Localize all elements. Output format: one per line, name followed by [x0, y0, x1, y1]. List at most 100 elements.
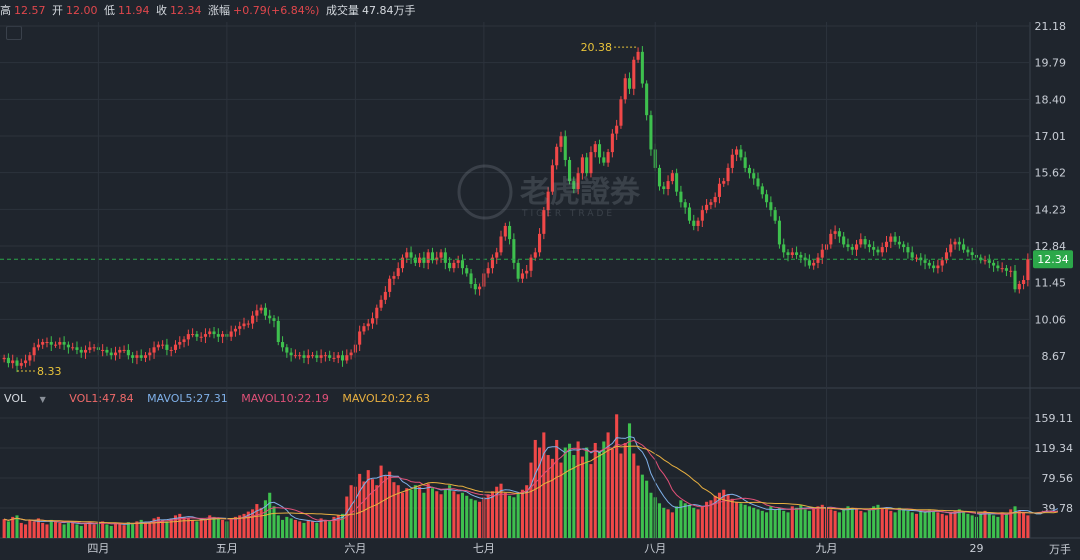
candle-body [388, 278, 392, 292]
candle-body [418, 257, 422, 263]
candle-body [165, 344, 169, 350]
candle-body [970, 252, 974, 255]
candle-body [992, 262, 996, 266]
candle-body [585, 157, 589, 174]
volume-bar [777, 507, 781, 538]
volume-bar [906, 510, 910, 538]
volume-bar [392, 482, 396, 538]
candle-body [289, 352, 293, 356]
candle-body [238, 326, 242, 329]
candle-body [752, 173, 756, 179]
watermark-tiger-icon [457, 164, 513, 220]
watermark-subtext: TIGER TRADE [521, 209, 615, 219]
volume-bar [298, 521, 302, 538]
min-price-label: 8.33 [37, 365, 62, 378]
volume-bar [910, 512, 914, 538]
candle-body [546, 191, 550, 211]
volume-bar [756, 509, 760, 538]
volume-bar [606, 432, 610, 538]
volume-bar [439, 494, 443, 538]
volume-bar [795, 507, 799, 538]
volume-bar [285, 516, 289, 538]
volume-bar [122, 525, 126, 538]
candle-body [469, 273, 473, 284]
time-axis-label: 五月 [216, 542, 238, 555]
candle-body [799, 254, 803, 258]
volume-bar [709, 500, 713, 538]
candle-body [345, 355, 349, 361]
candle-body [525, 270, 529, 274]
candle-body [199, 336, 203, 338]
volume-bar [1000, 512, 1004, 538]
volume-bar [49, 519, 53, 538]
candle-body [53, 344, 58, 346]
candle-body [156, 344, 160, 348]
volume-bar [803, 509, 807, 538]
candle-body [932, 265, 936, 269]
volume-bar [272, 506, 276, 538]
mavol20-line [3, 445, 1058, 524]
candle-body [349, 352, 353, 356]
candle-body [340, 355, 345, 361]
price-tick-label: 11.45 [1035, 277, 1067, 290]
candle-body [281, 342, 285, 348]
volume-bar [760, 510, 764, 538]
candle-body [161, 344, 165, 346]
candle-body [409, 252, 413, 258]
volume-bar [645, 480, 649, 538]
time-axis-label: 九月 [816, 542, 838, 555]
volume-bar [53, 521, 58, 538]
volume-bar [79, 525, 83, 538]
high-label: 高 [0, 4, 11, 17]
volume-bar [208, 515, 212, 538]
volume-bar [255, 504, 259, 538]
candle-body [735, 149, 739, 155]
volume-bar [19, 522, 23, 538]
volume-bar [546, 455, 550, 538]
candle-body [370, 318, 375, 324]
candle-body [812, 262, 816, 266]
candle-body [760, 186, 764, 195]
volume-bar [747, 506, 751, 538]
candle-body [366, 323, 370, 327]
volume-bar [375, 485, 379, 538]
volume-bar [456, 494, 460, 538]
candle-body [229, 331, 233, 337]
candle-body [730, 154, 734, 168]
volume-bar [465, 495, 469, 538]
volume-bar [195, 521, 199, 538]
volume-bar [268, 492, 272, 538]
volume-bar [426, 483, 430, 538]
volume-bar [949, 512, 953, 538]
candle-body [670, 173, 674, 182]
open-label: 开 [52, 4, 63, 17]
volume-bar [281, 519, 285, 538]
candle-body [268, 315, 272, 319]
candle-body [610, 133, 614, 153]
volume-bar [769, 506, 773, 538]
volume-bar [919, 510, 923, 538]
volume-bar [914, 513, 919, 538]
candle-body [829, 233, 833, 245]
volume-bar [940, 513, 944, 538]
candle-body [405, 252, 409, 258]
vol-selector[interactable]: VOL ▼ [4, 392, 56, 405]
price-tick-label: 21.18 [1035, 20, 1067, 33]
time-axis-label: 七月 [473, 542, 495, 555]
volume-bar [92, 524, 96, 538]
volume-bar [131, 523, 135, 538]
volume-bar [422, 492, 426, 538]
high-value: 12.57 [14, 4, 46, 17]
volume-bar [126, 522, 130, 538]
candle-body [936, 265, 940, 269]
volume-bar [585, 447, 589, 538]
candle-body [884, 241, 889, 248]
candle-body [906, 247, 910, 253]
volume-bar [872, 506, 876, 538]
volume-bar [83, 522, 88, 538]
candle-body [859, 239, 863, 245]
ohlc-header: 高 12.57 开 12.00 低 11.94 收 12.34 涨幅 +0.79(+6.8… [0, 0, 1080, 22]
volume-bar [563, 447, 567, 538]
volume-bar [319, 518, 323, 538]
